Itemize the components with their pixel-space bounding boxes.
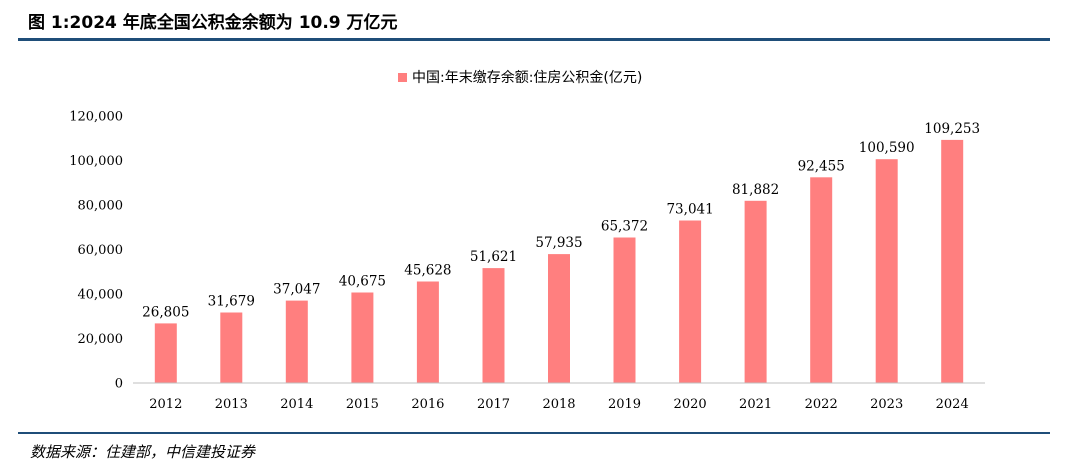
x-tick-label: 2021 xyxy=(739,397,772,412)
bar-2015 xyxy=(351,292,374,383)
x-axis: 2012 2013 2014 2015 2016 2017 2018 2019 2020 2021… xyxy=(133,382,985,412)
bar-2016 xyxy=(416,281,439,383)
y-tick-label: 120,000 xyxy=(69,110,123,125)
y-axis: 0 20,000 40,000 60,000 80,000 100,000 120,000 xyxy=(69,110,123,392)
bottom-rule xyxy=(18,432,1050,434)
x-tick-label: 2013 xyxy=(215,397,248,412)
source-note: 数据来源：住建部，中信建投证券 xyxy=(30,443,256,461)
x-tick-label: 2017 xyxy=(477,397,510,412)
x-tick-label: 2020 xyxy=(674,397,707,412)
data-label-2019: 65,372 xyxy=(601,219,648,235)
data-label-2024: 109,253 xyxy=(924,121,980,137)
data-label-2018: 57,935 xyxy=(535,235,582,251)
y-tick-label: 80,000 xyxy=(78,199,124,214)
data-label-2020: 73,041 xyxy=(666,202,713,218)
bar-2018 xyxy=(548,254,570,383)
y-tick-label: 20,000 xyxy=(78,332,124,347)
data-label-2023: 100,590 xyxy=(859,140,915,156)
x-tick-label: 2014 xyxy=(280,397,313,412)
x-tick-label: 2015 xyxy=(346,397,379,412)
top-rule xyxy=(18,38,1050,41)
bar-2017 xyxy=(482,268,505,383)
data-label-2013: 31,679 xyxy=(208,294,255,310)
y-tick-label: 60,000 xyxy=(78,243,124,258)
bar-2020 xyxy=(679,220,702,383)
x-tick-label: 2012 xyxy=(149,397,182,412)
data-label-2015: 40,675 xyxy=(339,274,386,290)
bars-group: 26,805 31,679 37,047 40,675 45,628 51,621 57,9… xyxy=(142,121,980,383)
bar-chart: 中国:年末缴存余额:住房公积金(亿元) 0 20,000 40,000 60,000 8… xyxy=(69,69,985,412)
chart-title: 图 1:2024 年底全国公积金余额为 10.9 万亿元 xyxy=(28,13,398,33)
legend-label: 中国:年末缴存余额:住房公积金(亿元) xyxy=(412,69,642,86)
legend: 中国:年末缴存余额:住房公积金(亿元) xyxy=(398,69,642,86)
y-tick-label: 0 xyxy=(115,377,123,392)
data-label-2022: 92,455 xyxy=(798,158,845,174)
data-label-2017: 51,621 xyxy=(470,249,517,265)
legend-swatch xyxy=(398,73,407,82)
bar-2021 xyxy=(744,200,767,383)
bar-2022 xyxy=(810,177,833,383)
data-label-2012: 26,805 xyxy=(142,304,189,320)
data-label-2014: 37,047 xyxy=(273,282,320,298)
x-tick-label: 2024 xyxy=(936,397,969,412)
x-tick-label: 2023 xyxy=(870,397,903,412)
x-tick-label: 2019 xyxy=(608,397,641,412)
x-tick-label: 2022 xyxy=(805,397,838,412)
bar-2013 xyxy=(220,312,243,383)
bar-2024 xyxy=(941,139,964,383)
x-tick-label: 2018 xyxy=(542,397,575,412)
data-label-2016: 45,628 xyxy=(404,263,451,279)
bar-2019 xyxy=(613,237,636,383)
y-tick-label: 40,000 xyxy=(78,288,124,303)
data-label-2021: 81,882 xyxy=(732,182,779,198)
x-tick-label: 2016 xyxy=(411,397,444,412)
bar-2014 xyxy=(285,300,308,383)
y-tick-label: 100,000 xyxy=(69,154,123,169)
bar-2012 xyxy=(154,323,177,383)
bar-2023 xyxy=(875,159,898,383)
